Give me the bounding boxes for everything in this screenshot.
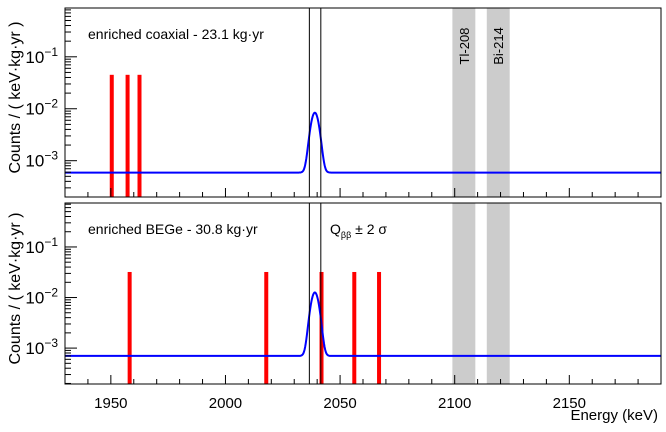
x-tick-label: 2100 <box>438 395 471 412</box>
event-marker <box>109 74 114 197</box>
y-tick-base: 10 <box>25 152 44 171</box>
y-tick-exponent: −3 <box>44 149 58 163</box>
band-label: Bi-214 <box>491 27 506 65</box>
event-marker <box>137 74 142 197</box>
band-tl-208 <box>452 203 476 384</box>
y-tick-label: 10−1 <box>25 45 58 67</box>
y-tick-exponent: −3 <box>44 336 58 350</box>
window-label-part: ββ <box>341 230 351 240</box>
band-tl-208 <box>452 8 476 197</box>
panel-label: enriched coaxial - 23.1 kg·yr <box>88 26 264 42</box>
window-label-part: Q <box>330 221 341 237</box>
y-tick-base: 10 <box>25 238 44 257</box>
y-axis-title: Counts / ( keV·kg·yr ) <box>7 212 24 364</box>
event-marker <box>352 271 357 384</box>
x-tick-label: 1950 <box>94 395 127 412</box>
y-tick-label: 10−1 <box>25 235 58 257</box>
event-marker <box>264 271 269 384</box>
event-marker <box>125 74 130 197</box>
x-tick-label: 2150 <box>553 395 586 412</box>
y-tick-base: 10 <box>25 289 44 308</box>
y-tick-base: 10 <box>25 339 44 358</box>
y-tick-label: 10−3 <box>25 149 58 171</box>
event-marker <box>377 271 382 384</box>
y-axis-title: Counts / ( keV·kg·yr ) <box>7 21 24 173</box>
x-tick-label: 2000 <box>209 395 242 412</box>
x-tick-label: 2050 <box>323 395 356 412</box>
y-tick-exponent: −1 <box>44 235 58 249</box>
model-curve <box>65 111 661 174</box>
y-tick-label: 10−2 <box>25 97 58 119</box>
window-label-part: ± 2 σ <box>351 221 387 237</box>
y-tick-exponent: −2 <box>44 97 58 111</box>
x-axis-title: Energy (keV) <box>570 407 658 424</box>
event-marker <box>127 271 132 384</box>
model-curve <box>65 291 661 357</box>
window-label: Qββ ± 2 σ <box>330 221 387 240</box>
y-tick-label: 10−2 <box>25 286 58 308</box>
y-tick-base: 10 <box>25 48 44 67</box>
y-tick-label: 10−3 <box>25 336 58 358</box>
y-tick-exponent: −2 <box>44 286 58 300</box>
band-bi-214 <box>486 203 510 384</box>
y-tick-exponent: −1 <box>44 45 58 59</box>
panel-label: enriched BEGe - 30.8 kg·yr <box>88 221 258 237</box>
y-tick-base: 10 <box>25 100 44 119</box>
band-bi-214 <box>486 8 510 197</box>
band-label: Tl-208 <box>457 28 472 65</box>
